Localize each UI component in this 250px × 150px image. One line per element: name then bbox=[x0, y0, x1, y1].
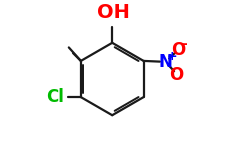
Text: O: O bbox=[171, 40, 186, 58]
Text: O: O bbox=[169, 66, 183, 84]
Text: -: - bbox=[181, 37, 187, 51]
Text: Cl: Cl bbox=[46, 88, 64, 106]
Text: OH: OH bbox=[97, 3, 130, 21]
Text: N: N bbox=[159, 53, 172, 71]
Text: +: + bbox=[166, 50, 177, 63]
